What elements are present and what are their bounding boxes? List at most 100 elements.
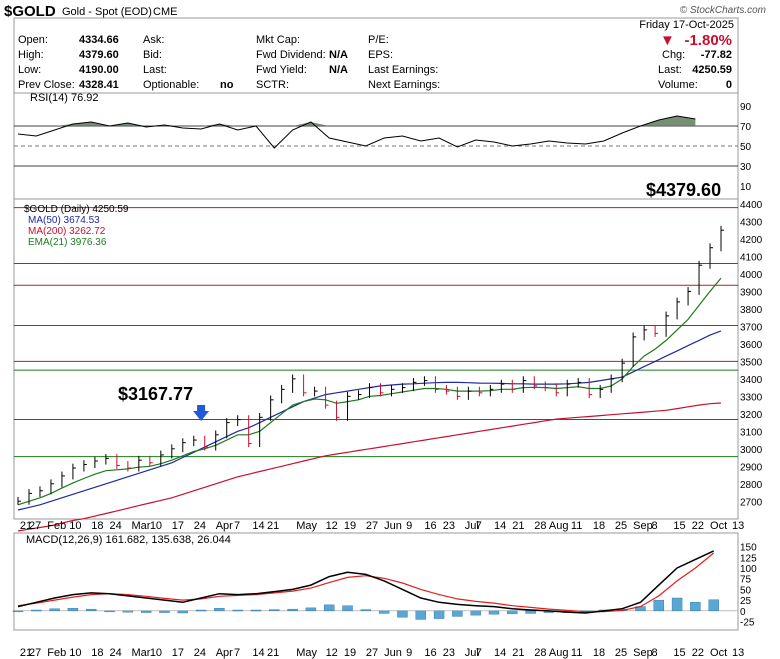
macd-hist-bar-22	[415, 610, 426, 620]
x-label-bottom-19: 9	[406, 647, 412, 659]
x-label-top-36: 13	[732, 520, 744, 532]
x-label-bottom-23: 7	[476, 647, 482, 659]
rsi-tick-90: 90	[740, 102, 752, 113]
x-label-top-19: 9	[406, 520, 412, 532]
rsi-line	[17, 115, 696, 149]
macd-hist-bar-23	[433, 610, 445, 619]
annotation-3167: $3167.77	[118, 384, 194, 404]
macd-hist-bar-37	[690, 602, 701, 612]
macd-line	[17, 550, 715, 614]
x-label-top-32: 8	[651, 520, 657, 532]
price-tick-3700: 3700	[740, 322, 763, 333]
x-label-bottom-15: 12	[326, 647, 338, 659]
rsi-tick-10: 10	[740, 182, 752, 193]
x-label-bottom-2: Feb	[47, 647, 66, 659]
x-label-top-31: Sep	[633, 520, 653, 532]
macd-hist-bar-14	[269, 609, 280, 612]
macd-tick-25: 25	[740, 596, 752, 607]
x-label-top-35: Oct	[710, 520, 727, 532]
x-label-top-13: 21	[267, 520, 279, 532]
macd-hist-bar-21	[397, 610, 408, 618]
x-label-bottom-10: Apr	[216, 647, 233, 659]
x-label-top-2: Feb	[47, 520, 66, 532]
chg-value: -77.82	[700, 49, 732, 61]
macd-hist-bar-18	[342, 605, 353, 612]
x-label-top-14: May	[296, 520, 317, 532]
price-tick-2800: 2800	[740, 480, 763, 491]
price-tick-4300: 4300	[740, 217, 763, 228]
macd-hist-bar-0	[12, 610, 24, 613]
macd-hist-bar-6	[122, 610, 134, 613]
down-arrow-marker-icon	[193, 405, 210, 421]
x-label-bottom-32: 8	[651, 647, 657, 659]
x-label-bottom-36: 13	[732, 647, 744, 659]
quote-panel: Open: 4334.66 High: 4379.60 Low: 4190.00…	[14, 18, 738, 93]
macd-tick-0: 0	[740, 607, 746, 618]
x-label-bottom-17: 27	[366, 647, 378, 659]
rsi-title: RSI(14) 76.92	[30, 92, 99, 104]
prev-close-value: 4328.41	[79, 79, 119, 91]
price-tick-4000: 4000	[740, 270, 763, 281]
x-label-bottom-18: Jun	[384, 647, 402, 659]
x-label-bottom-31: Sep	[633, 647, 653, 659]
x-label-bottom-33: 15	[673, 647, 685, 659]
x-label-top-9: 24	[194, 520, 206, 532]
x-label-bottom-8: 17	[172, 647, 184, 659]
macd-hist-bar-8	[159, 610, 170, 613]
x-label-bottom-3: 10	[69, 647, 81, 659]
pe-label: P/E:	[368, 34, 389, 46]
bid-label: Bid:	[143, 49, 162, 61]
symbol: $GOLD	[4, 3, 56, 20]
macd-tick-100: 100	[740, 564, 757, 575]
macd-hist-bar-2	[49, 608, 60, 612]
high-value: 4379.60	[79, 49, 119, 61]
macd-tick-150: 150	[740, 543, 757, 554]
macd-hist-bar-17	[324, 604, 335, 612]
x-label-bottom-16: 19	[344, 647, 356, 659]
x-label-top-25: 21	[512, 520, 524, 532]
legend-ma50: MA(50) 3674.53	[28, 215, 100, 226]
open-label: Open:	[18, 34, 48, 46]
credit: © StockCharts.com	[679, 5, 766, 16]
macd-hist-bar-12	[232, 609, 243, 612]
ma200-line	[17, 402, 722, 532]
price-tick-4400: 4400	[740, 200, 763, 211]
x-label-bottom-29: 18	[593, 647, 605, 659]
x-label-top-24: 14	[494, 520, 506, 532]
x-label-bottom-27: Aug	[549, 647, 569, 659]
x-label-top-11: 7	[234, 520, 240, 532]
x-label-top-34: 22	[692, 520, 704, 532]
x-label-top-22: Jul	[465, 520, 479, 532]
macd-tick-125: 125	[740, 553, 757, 564]
macd-hist-bar-9	[177, 610, 188, 614]
x-label-bottom-28: 11	[571, 647, 582, 659]
price-tick-3000: 3000	[740, 445, 763, 456]
macd-hist-bar-28	[525, 610, 536, 614]
mktcap-label: Mkt Cap:	[256, 34, 301, 46]
x-label-top-4: 18	[91, 520, 103, 532]
x-label-bottom-21: 23	[443, 647, 455, 659]
chg-label: Chg:	[662, 49, 686, 61]
x-label-bottom-4: 18	[91, 647, 103, 659]
macd-hist-bar-1	[31, 609, 42, 612]
rsi-overbought-area	[18, 116, 696, 126]
price-tick-3900: 3900	[740, 287, 763, 298]
optionable-label: Optionable:	[143, 79, 200, 91]
price-tick-4200: 4200	[740, 235, 763, 246]
x-label-top-17: 27	[366, 520, 378, 532]
macd-hist-bar-36	[671, 597, 683, 612]
x-label-top-3: 10	[69, 520, 81, 532]
x-label-bottom-7: 10	[150, 647, 162, 659]
exchange: CME	[153, 6, 178, 18]
x-label-top-5: 24	[110, 520, 122, 532]
x-label-top-15: 12	[326, 520, 338, 532]
price-tick-3800: 3800	[740, 305, 763, 316]
down-arrow-icon: ▼	[660, 32, 675, 49]
low-label: Low:	[18, 64, 42, 76]
x-label-bottom-0: 21	[20, 647, 32, 659]
x-label-bottom-25: 21	[512, 647, 524, 659]
ask-label: Ask:	[143, 34, 165, 46]
macd-hist-bar-19	[360, 609, 372, 612]
macd-tick-75: 75	[740, 575, 752, 586]
macd-tick--25: -25	[740, 618, 755, 629]
